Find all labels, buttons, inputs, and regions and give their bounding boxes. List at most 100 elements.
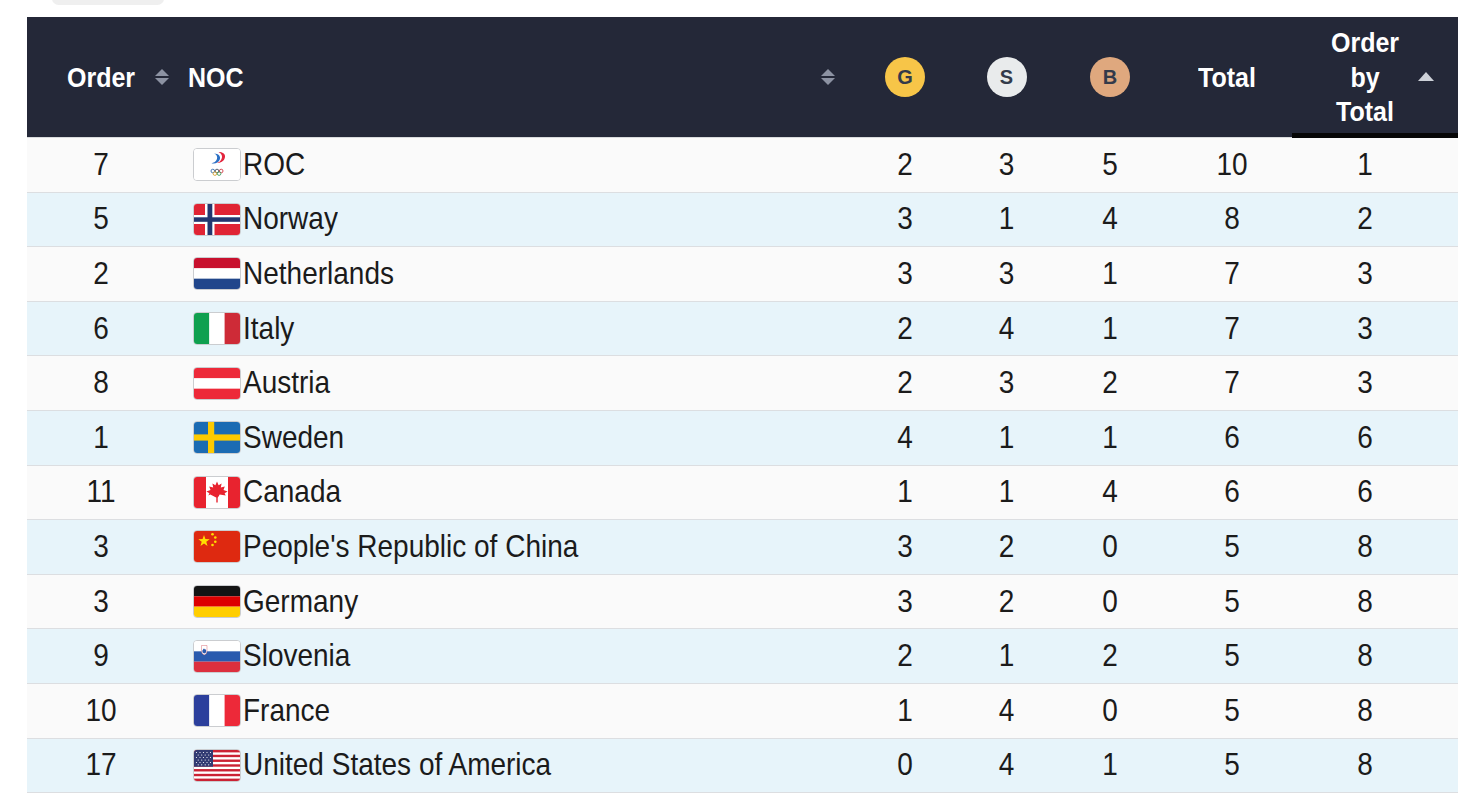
total-cell: 6 [1162, 474, 1292, 511]
gold-cell: 4 [855, 419, 955, 456]
col-header-silver[interactable]: S [955, 17, 1058, 137]
table-row[interactable]: 5 Norway 3 1 4 8 2 [27, 193, 1458, 248]
order-by-total-cell: 6 [1292, 474, 1458, 511]
table-row[interactable]: 9 Slovenia 2 1 2 5 8 [27, 629, 1458, 684]
total-cell: 5 [1162, 692, 1292, 729]
silver-cell: 1 [955, 638, 1058, 675]
table-row[interactable]: 7 ROC 2 3 5 10 1 [27, 138, 1458, 193]
flag-canada-icon [193, 476, 241, 509]
gold-cell: 3 [855, 256, 955, 293]
flag-italy-icon [193, 312, 241, 345]
table-row[interactable]: 3 Germany 3 2 0 5 8 [27, 575, 1458, 630]
col-header-noc-sort[interactable] [800, 17, 855, 137]
silver-cell: 1 [955, 474, 1058, 511]
bronze-cell: 1 [1058, 747, 1162, 784]
sort-asc-icon[interactable] [1418, 72, 1434, 81]
gold-cell: 3 [855, 583, 955, 620]
noc-cell[interactable]: Slovenia [175, 640, 800, 673]
noc-cell[interactable]: Italy [175, 312, 800, 345]
bronze-cell: 1 [1058, 256, 1162, 293]
col-header-bronze[interactable]: B [1058, 17, 1162, 137]
bronze-cell: 4 [1058, 201, 1162, 238]
total-cell: 10 [1162, 146, 1292, 183]
order-by-total-cell: 8 [1292, 529, 1458, 566]
order-by-total-cell: 2 [1292, 201, 1458, 238]
total-cell: 7 [1162, 256, 1292, 293]
flag-france-icon [193, 694, 241, 727]
order-cell: 3 [27, 529, 175, 566]
total-cell: 8 [1162, 201, 1292, 238]
gold-cell: 0 [855, 747, 955, 784]
order-by-total-cell: 8 [1292, 747, 1458, 784]
col-header-order[interactable]: Order [27, 17, 175, 137]
flag-sweden-icon [193, 421, 241, 454]
order-cell: 3 [27, 583, 175, 620]
noc-name: United States of America [243, 747, 551, 784]
silver-cell: 3 [955, 256, 1058, 293]
table-row[interactable]: 8 Austria 2 3 2 7 3 [27, 356, 1458, 411]
silver-medal-icon: S [987, 57, 1027, 97]
gold-cell: 2 [855, 146, 955, 183]
noc-name: Germany [243, 583, 358, 620]
total-cell: 5 [1162, 529, 1292, 566]
noc-cell[interactable]: Sweden [175, 421, 800, 454]
total-cell: 6 [1162, 419, 1292, 456]
order-by-total-cell: 8 [1292, 583, 1458, 620]
silver-cell: 4 [955, 692, 1058, 729]
silver-header-label: S [1000, 65, 1013, 89]
noc-name: Netherlands [243, 256, 394, 293]
table-row[interactable]: 3 People's Republic of China 3 2 0 5 8 [27, 520, 1458, 575]
noc-cell[interactable]: Germany [175, 585, 800, 618]
flag-austria-icon [193, 367, 241, 400]
noc-header-label: NOC [188, 61, 244, 93]
order-by-total-cell: 1 [1292, 146, 1458, 183]
gold-cell: 2 [855, 638, 955, 675]
table-row[interactable]: 1 Sweden 4 1 1 6 6 [27, 411, 1458, 466]
noc-cell[interactable]: Canada [175, 476, 800, 509]
table-row[interactable]: 6 Italy 2 4 1 7 3 [27, 302, 1458, 357]
sort-both-icon[interactable] [155, 69, 169, 85]
noc-cell[interactable]: Norway [175, 203, 800, 236]
noc-cell[interactable]: France [175, 694, 800, 727]
noc-name: France [243, 692, 330, 729]
order-cell: 5 [27, 201, 175, 238]
noc-cell[interactable]: ROC [175, 148, 800, 181]
noc-name: Slovenia [243, 638, 350, 675]
col-header-noc[interactable]: NOC [175, 17, 800, 137]
cropped-button[interactable] [52, 0, 164, 5]
bronze-cell: 2 [1058, 365, 1162, 402]
total-cell: 5 [1162, 638, 1292, 675]
table-row[interactable]: 2 Netherlands 3 3 1 7 3 [27, 247, 1458, 302]
silver-cell: 1 [955, 419, 1058, 456]
noc-name: People's Republic of China [243, 529, 578, 566]
order-cell: 8 [27, 365, 175, 402]
order-cell: 11 [27, 474, 175, 511]
noc-cell[interactable]: Netherlands [175, 257, 800, 290]
flag-usa-icon [193, 749, 241, 782]
order-cell: 1 [27, 419, 175, 456]
noc-cell[interactable]: Austria [175, 367, 800, 400]
noc-cell[interactable]: People's Republic of China [175, 530, 800, 563]
noc-cell[interactable]: United States of America [175, 749, 800, 782]
order-by-total-cell: 8 [1292, 692, 1458, 729]
bronze-cell: 1 [1058, 310, 1162, 347]
noc-name: ROC [243, 146, 305, 183]
flag-germany-icon [193, 585, 241, 618]
order-header-label: Order [67, 61, 135, 93]
table-row[interactable]: 10 France 1 4 0 5 8 [27, 684, 1458, 739]
gold-cell: 1 [855, 692, 955, 729]
table-row[interactable]: 11 Canada 1 1 4 6 6 [27, 466, 1458, 521]
col-header-total[interactable]: Total [1162, 17, 1292, 137]
silver-cell: 4 [955, 310, 1058, 347]
order-cell: 7 [27, 146, 175, 183]
sort-both-icon[interactable] [821, 69, 835, 85]
gold-cell: 3 [855, 201, 955, 238]
bronze-cell: 2 [1058, 638, 1162, 675]
silver-cell: 3 [955, 365, 1058, 402]
table-row[interactable]: 17 United States of America 0 4 1 5 8 [27, 739, 1458, 794]
gold-cell: 3 [855, 529, 955, 566]
table-body: 7 ROC 2 3 5 10 1 5 Norway 3 1 4 8 2 2 Ne… [27, 138, 1458, 793]
total-cell: 7 [1162, 310, 1292, 347]
col-header-order-by-total[interactable]: Order by Total [1292, 17, 1458, 137]
col-header-gold[interactable]: G [855, 17, 955, 137]
